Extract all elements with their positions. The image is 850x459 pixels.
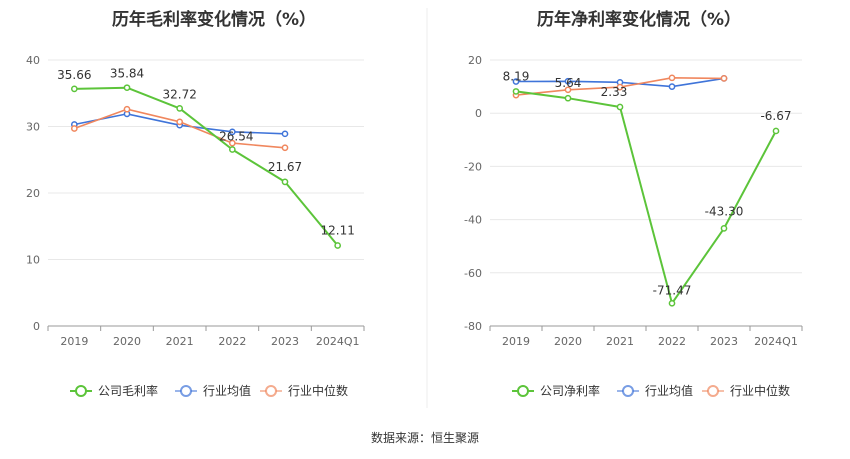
data-point-industry_median-2 <box>720 75 728 82</box>
chart-title-1: 历年毛利率变化情况（%） <box>112 9 316 30</box>
data-point-company-1 <box>70 85 78 93</box>
data-point-industry_median-2 <box>616 83 624 91</box>
data-point-industry_median-1 <box>70 125 78 132</box>
y-tick-label-1: 10 <box>26 254 40 267</box>
legend-label-industry_avg: 行业均值 <box>203 383 251 398</box>
data-point-company-2 <box>564 94 572 102</box>
legend-swatch-marker-industry_avg <box>622 385 634 397</box>
legend-swatch-marker-company <box>517 385 529 397</box>
data-label-2: 5.64 <box>555 76 582 90</box>
data-point-company-1 <box>281 178 289 186</box>
x-tick-label-2: 2024Q1 <box>754 335 798 348</box>
data-point-company-2 <box>616 103 624 111</box>
data-label-2: -6.67 <box>760 109 791 123</box>
legend-swatch-marker-industry_median <box>707 385 719 397</box>
x-tick-label-1: 2023 <box>271 335 299 348</box>
data-label-1: 35.84 <box>110 67 144 81</box>
x-tick-label-2: 2021 <box>606 335 634 348</box>
data-point-company-2 <box>720 225 728 232</box>
x-tick-label-1: 2021 <box>166 335 194 348</box>
x-tick-label-2: 2023 <box>710 335 738 348</box>
data-point-industry_avg-1 <box>281 130 289 138</box>
data-point-industry_avg-2 <box>564 77 572 85</box>
data-point-company-2 <box>512 88 520 95</box>
data-label-2: 2.33 <box>601 85 628 99</box>
data-point-company-1 <box>176 105 184 112</box>
data-point-company-2 <box>668 299 676 307</box>
data-point-industry_median-2 <box>668 74 676 82</box>
y-tick-label-2: 20 <box>468 54 482 67</box>
x-tick-label-2: 2019 <box>502 335 530 348</box>
data-point-industry_median-2 <box>564 86 572 94</box>
data-label-2: 8.19 <box>503 69 530 83</box>
legend-label-industry_median: 行业中位数 <box>288 383 348 398</box>
legend-label-industry_avg: 行业均值 <box>645 383 693 398</box>
chart-title-2: 历年净利率变化情况（%） <box>537 9 741 30</box>
y-tick-label-1: 0 <box>33 320 40 333</box>
legend-label-company: 公司毛利率 <box>98 383 158 398</box>
legend-swatch-marker-company <box>75 385 87 397</box>
data-label-1: 12.11 <box>320 223 354 237</box>
data-point-industry_median-1 <box>281 144 289 152</box>
series-line-company-1 <box>74 86 339 247</box>
x-tick-label-1: 2020 <box>113 335 141 348</box>
data-point-company-1 <box>123 84 131 92</box>
legend-swatch-marker-industry_median <box>265 385 277 397</box>
data-label-2: -43.30 <box>705 204 744 218</box>
data-point-industry_avg-1 <box>228 128 236 136</box>
y-tick-label-2: -80 <box>464 320 482 333</box>
data-point-company-1 <box>228 146 236 153</box>
data-point-company-1 <box>334 242 342 249</box>
data-label-1: 21.67 <box>268 160 302 174</box>
x-tick-label-2: 2022 <box>658 335 686 348</box>
data-label-1: 32.72 <box>162 87 196 101</box>
y-tick-label-2: -40 <box>464 214 482 227</box>
source-note: 数据来源：恒生聚源 <box>371 430 479 445</box>
data-point-company-2 <box>772 127 780 135</box>
data-point-industry_median-1 <box>176 118 184 126</box>
y-tick-label-1: 40 <box>26 54 40 67</box>
y-tick-label-1: 20 <box>26 187 40 200</box>
data-label-2: -71.47 <box>653 283 692 297</box>
data-point-industry_avg-2 <box>668 83 676 90</box>
legend-label-company: 公司净利率 <box>540 383 600 398</box>
data-point-industry_median-1 <box>228 139 236 147</box>
data-label-1: 35.66 <box>57 68 91 82</box>
data-label-1: 26.54 <box>219 130 253 144</box>
series-line-company-2 <box>515 90 777 305</box>
y-tick-label-2: 0 <box>475 107 482 120</box>
x-tick-label-2: 2020 <box>554 335 582 348</box>
legend-swatch-marker-industry_avg <box>180 385 192 397</box>
y-tick-label-1: 30 <box>26 121 40 134</box>
data-point-industry_avg-2 <box>512 78 520 85</box>
x-tick-label-1: 2022 <box>218 335 246 348</box>
legend-label-industry_median: 行业中位数 <box>730 383 790 398</box>
x-tick-label-1: 2024Q1 <box>316 335 360 348</box>
y-tick-label-2: -20 <box>464 160 482 173</box>
x-tick-label-1: 2019 <box>60 335 88 348</box>
data-point-industry_median-1 <box>123 105 131 113</box>
y-tick-label-2: -60 <box>464 267 482 280</box>
